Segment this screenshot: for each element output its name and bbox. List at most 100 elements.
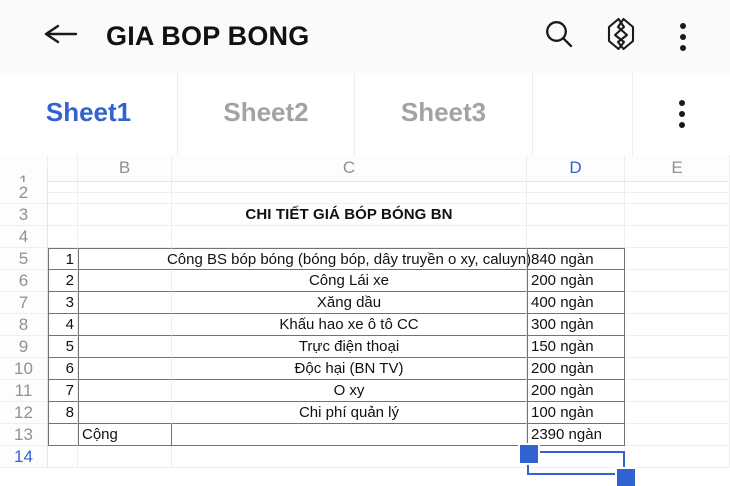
tab-sheet2[interactable]: Sheet2 [178,73,355,155]
back-button[interactable] [30,7,90,67]
cell-e6[interactable] [625,270,730,292]
cell-e12[interactable] [625,402,730,424]
table-row: 5 1 Công BS bóp bóng (bóng bóp, dây truy… [0,248,730,270]
samsung-notes-button[interactable] [590,6,652,68]
cell-b7[interactable] [78,292,172,314]
cell-c8-name[interactable]: Khấu hao xe ô tô CC [172,314,527,336]
cell-c13[interactable] [172,424,527,446]
column-header-d[interactable]: D [527,155,625,182]
cell-e14[interactable] [625,446,730,468]
row-header-4[interactable]: 4 [0,226,48,248]
cell-d14[interactable] [527,446,625,468]
cell-b14[interactable] [78,446,172,468]
sheet-tabs-overflow-button[interactable] [633,73,730,155]
cell-d9-amount[interactable]: 150 ngàn [527,336,625,358]
cell-e13[interactable] [625,424,730,446]
cell-c14[interactable] [172,446,527,468]
samsung-notes-icon [604,16,638,57]
cell-c10-name[interactable]: Độc hại (BN TV) [172,358,527,380]
cell-d10-amount[interactable]: 200 ngàn [527,358,625,380]
cell-e2[interactable] [625,182,730,204]
cell-d11-amount[interactable]: 200 ngàn [527,380,625,402]
cell-a2[interactable] [48,182,78,204]
cell-e10[interactable] [625,358,730,380]
row-header-5[interactable]: 5 [0,248,48,270]
cell-a6-index[interactable]: 2 [48,270,78,292]
row-header-12[interactable]: 12 [0,402,48,424]
more-vertical-icon [680,22,686,51]
cell-a8-index[interactable]: 4 [48,314,78,336]
header-overflow-button[interactable] [652,6,714,68]
cell-d12-amount[interactable]: 100 ngàn [527,402,625,424]
cell-e11[interactable] [625,380,730,402]
cell-a11-index[interactable]: 7 [48,380,78,402]
row-header-14[interactable]: 14 [0,446,48,468]
cell-c6-name[interactable]: Công Lái xe [172,270,527,292]
cell-b5[interactable] [78,248,172,270]
cell-a13[interactable] [48,424,78,446]
cell-e4[interactable] [625,226,730,248]
table-row: 11 7 O xy 200 ngàn [0,380,730,402]
cell-a14[interactable] [48,446,78,468]
cell-a10-index[interactable]: 6 [48,358,78,380]
cell-d13-total-amount[interactable]: 2390 ngàn [527,424,625,446]
cell-b4[interactable] [78,226,172,248]
column-header-b[interactable]: B [78,155,172,182]
cell-c11-name[interactable]: O xy [172,380,527,402]
tab-add-slot[interactable] [533,73,633,155]
spreadsheet-grid[interactable]: B C D E 1 2 3 CHI TIẾT GIÁ BÓP [0,155,730,486]
row-header-7[interactable]: 7 [0,292,48,314]
cell-b8[interactable] [78,314,172,336]
cell-c12-name[interactable]: Chi phí quản lý [172,402,527,424]
cell-b10[interactable] [78,358,172,380]
cell-e7[interactable] [625,292,730,314]
selection-handle-start[interactable] [518,443,540,465]
cell-c7-name[interactable]: Xăng dầu [172,292,527,314]
row-header-10[interactable]: 10 [0,358,48,380]
row-header-6[interactable]: 6 [0,270,48,292]
row-header-9[interactable]: 9 [0,336,48,358]
row-header-3[interactable]: 3 [0,204,48,226]
row-header-8[interactable]: 8 [0,314,48,336]
cell-a7-index[interactable]: 3 [48,292,78,314]
tab-sheet1[interactable]: Sheet1 [0,73,178,155]
cell-c5-name[interactable]: Công BS bóp bóng (bóng bóp, dây truyền o… [167,248,531,270]
column-header-e[interactable]: E [625,155,730,182]
cell-d5-amount[interactable]: 840 ngàn [527,248,625,270]
cell-e8[interactable] [625,314,730,336]
cell-b2[interactable] [78,182,172,204]
cell-c4[interactable] [172,226,527,248]
table-row: 2 [0,182,730,204]
selection-handle-end[interactable] [615,467,637,486]
cell-e3[interactable] [625,204,730,226]
tab-sheet3[interactable]: Sheet3 [355,73,533,155]
cell-a5-index[interactable]: 1 [48,248,78,270]
cell-b6[interactable] [78,270,172,292]
cell-d8-amount[interactable]: 300 ngàn [527,314,625,336]
cell-d2[interactable] [527,182,625,204]
cell-a3[interactable] [48,204,78,226]
row-header-2[interactable]: 2 [0,182,48,204]
row-header-11[interactable]: 11 [0,380,48,402]
search-button[interactable] [528,6,590,68]
cell-a12-index[interactable]: 8 [48,402,78,424]
cell-a4[interactable] [48,226,78,248]
cell-d6-amount[interactable]: 200 ngàn [527,270,625,292]
cell-b9[interactable] [78,336,172,358]
cell-b3[interactable] [78,204,172,226]
column-header-a[interactable] [48,155,78,182]
cell-e9[interactable] [625,336,730,358]
row-header-13[interactable]: 13 [0,424,48,446]
cell-c9-name[interactable]: Trực điện thoại [172,336,527,358]
cell-d4[interactable] [527,226,625,248]
cell-a9-index[interactable]: 5 [48,336,78,358]
cell-b13-total-label[interactable]: Cộng [78,424,172,446]
cell-c3-title[interactable]: CHI TIẾT GIÁ BÓP BÓNG BN [172,204,527,226]
cell-d3[interactable] [527,204,625,226]
cell-b11[interactable] [78,380,172,402]
cell-d7-amount[interactable]: 400 ngàn [527,292,625,314]
cell-b12[interactable] [78,402,172,424]
column-header-c[interactable]: C [172,155,527,182]
cell-e5[interactable] [625,248,730,270]
cell-c2[interactable] [172,182,527,204]
